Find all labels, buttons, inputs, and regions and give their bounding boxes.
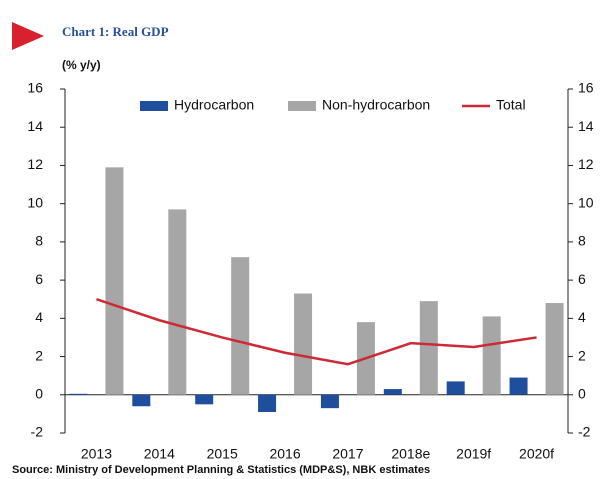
bar [509, 377, 528, 395]
x-tick-label: 2020f [519, 446, 554, 462]
y2-tick-label: -2 [578, 424, 591, 440]
bar [446, 381, 465, 395]
y-tick-label: 6 [35, 271, 43, 287]
bar [545, 303, 564, 395]
bar [105, 167, 124, 395]
legend-label: Hydrocarbon [174, 97, 254, 113]
y2-tick-label: 4 [578, 309, 586, 325]
title-marker [12, 22, 44, 50]
x-tick-label: 2017 [332, 446, 363, 462]
bar [195, 394, 214, 405]
y-tick-label: -2 [31, 424, 44, 440]
y2-tick-label: 8 [578, 233, 586, 249]
x-tick-label: 2019f [456, 446, 491, 462]
chart-title: Chart 1: Real GDP [62, 24, 169, 39]
x-tick-label: 2014 [144, 446, 175, 462]
bar [482, 316, 501, 395]
x-tick-label: 2015 [207, 446, 238, 462]
y-axis-label: (% y/y) [62, 58, 101, 72]
source-note: Source: Ministry of Development Planning… [12, 464, 430, 476]
legend-swatch [288, 101, 316, 111]
y2-tick-label: 12 [578, 156, 594, 172]
x-tick-label: 2018e [391, 446, 430, 462]
y2-tick-label: 14 [578, 118, 594, 134]
x-tick-label: 2013 [81, 446, 112, 462]
y-tick-label: 0 [35, 385, 43, 401]
bar [231, 257, 250, 395]
bar [320, 394, 339, 409]
bar [419, 301, 438, 395]
y2-tick-label: 10 [578, 194, 594, 210]
bar [258, 394, 277, 412]
bar [69, 393, 88, 395]
legend-label: Total [496, 97, 526, 113]
y-tick-label: 12 [27, 156, 43, 172]
bar [294, 293, 313, 395]
bar [132, 394, 151, 407]
bar [168, 209, 187, 395]
y2-tick-label: 16 [578, 80, 594, 96]
y-tick-label: 4 [35, 309, 43, 325]
y-tick-label: 10 [27, 194, 43, 210]
y-tick-label: 2 [35, 347, 43, 363]
y-tick-label: 14 [27, 118, 43, 134]
x-tick-label: 2016 [269, 446, 300, 462]
y2-tick-label: 0 [578, 385, 586, 401]
line [96, 298, 537, 366]
legend-label: Non-hydrocarbon [322, 97, 430, 113]
legend-swatch [140, 101, 168, 111]
y-tick-label: 16 [27, 80, 43, 96]
bar [383, 389, 402, 395]
y2-tick-label: 6 [578, 271, 586, 287]
y-tick-label: 8 [35, 233, 43, 249]
y2-tick-label: 2 [578, 347, 586, 363]
